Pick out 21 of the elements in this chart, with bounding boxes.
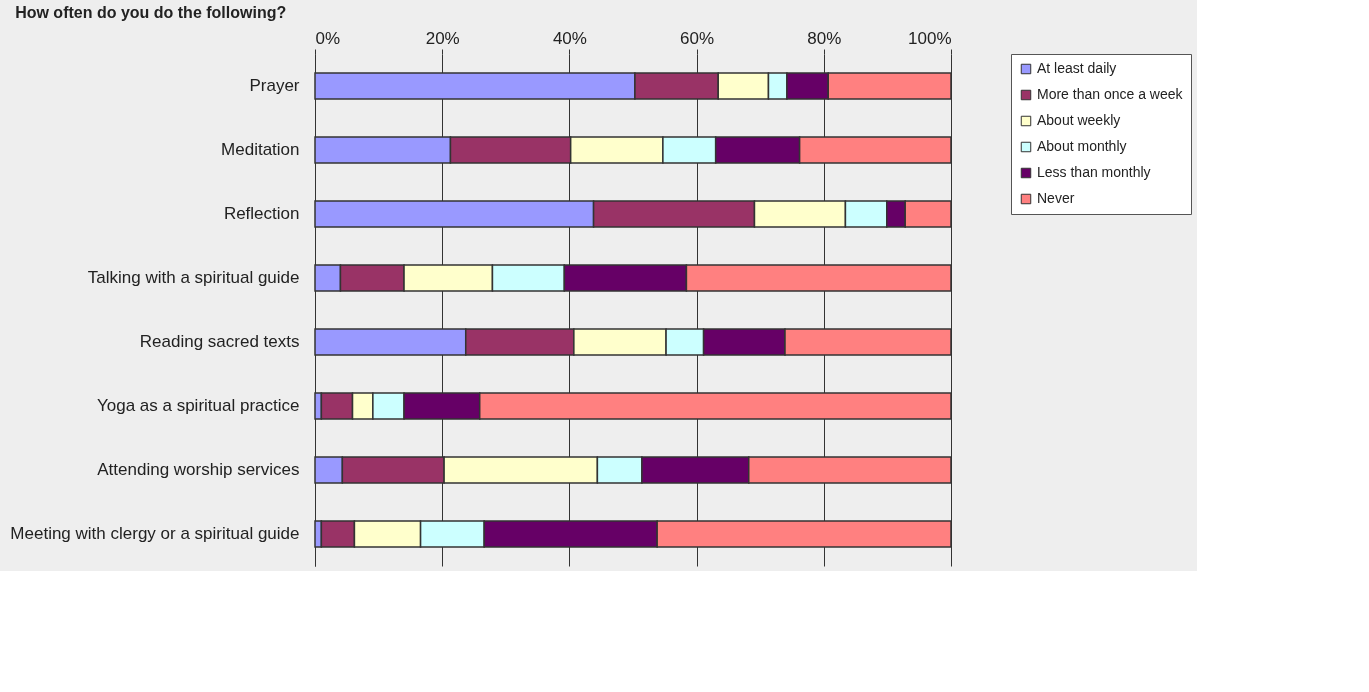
x-tick-label: 80%: [807, 28, 842, 48]
x-tick-label: 0%: [315, 28, 341, 48]
x-tick-label: 40%: [552, 28, 587, 48]
x-tick-label: 60%: [680, 28, 715, 48]
text: How often do you do the following?: [15, 4, 287, 21]
legend-label: About weekly: [1037, 112, 1121, 128]
y-tick-label: Reading sacred texts: [139, 332, 300, 351]
y-tick-label: Prayer: [249, 76, 300, 95]
legend-label: Never: [1037, 190, 1075, 206]
legend-label: Less than monthly: [1037, 164, 1151, 180]
x-tick-label: 20%: [425, 28, 460, 48]
y-tick-label: Reflection: [223, 204, 300, 223]
legend-label: About monthly: [1037, 138, 1127, 154]
y-tick-label: Attending worship services: [97, 460, 300, 479]
legend-label: At least daily: [1037, 60, 1117, 76]
y-tick-label: Talking with a spiritual guide: [87, 268, 300, 287]
x-tick-label: 100%: [908, 28, 952, 48]
y-tick-label: Meeting with clergy or a spiritual guide: [10, 524, 300, 543]
y-tick-label: Yoga as a spiritual practice: [96, 396, 300, 415]
legend-label: More than once a week: [1037, 86, 1184, 102]
y-tick-label: Meditation: [221, 140, 300, 159]
